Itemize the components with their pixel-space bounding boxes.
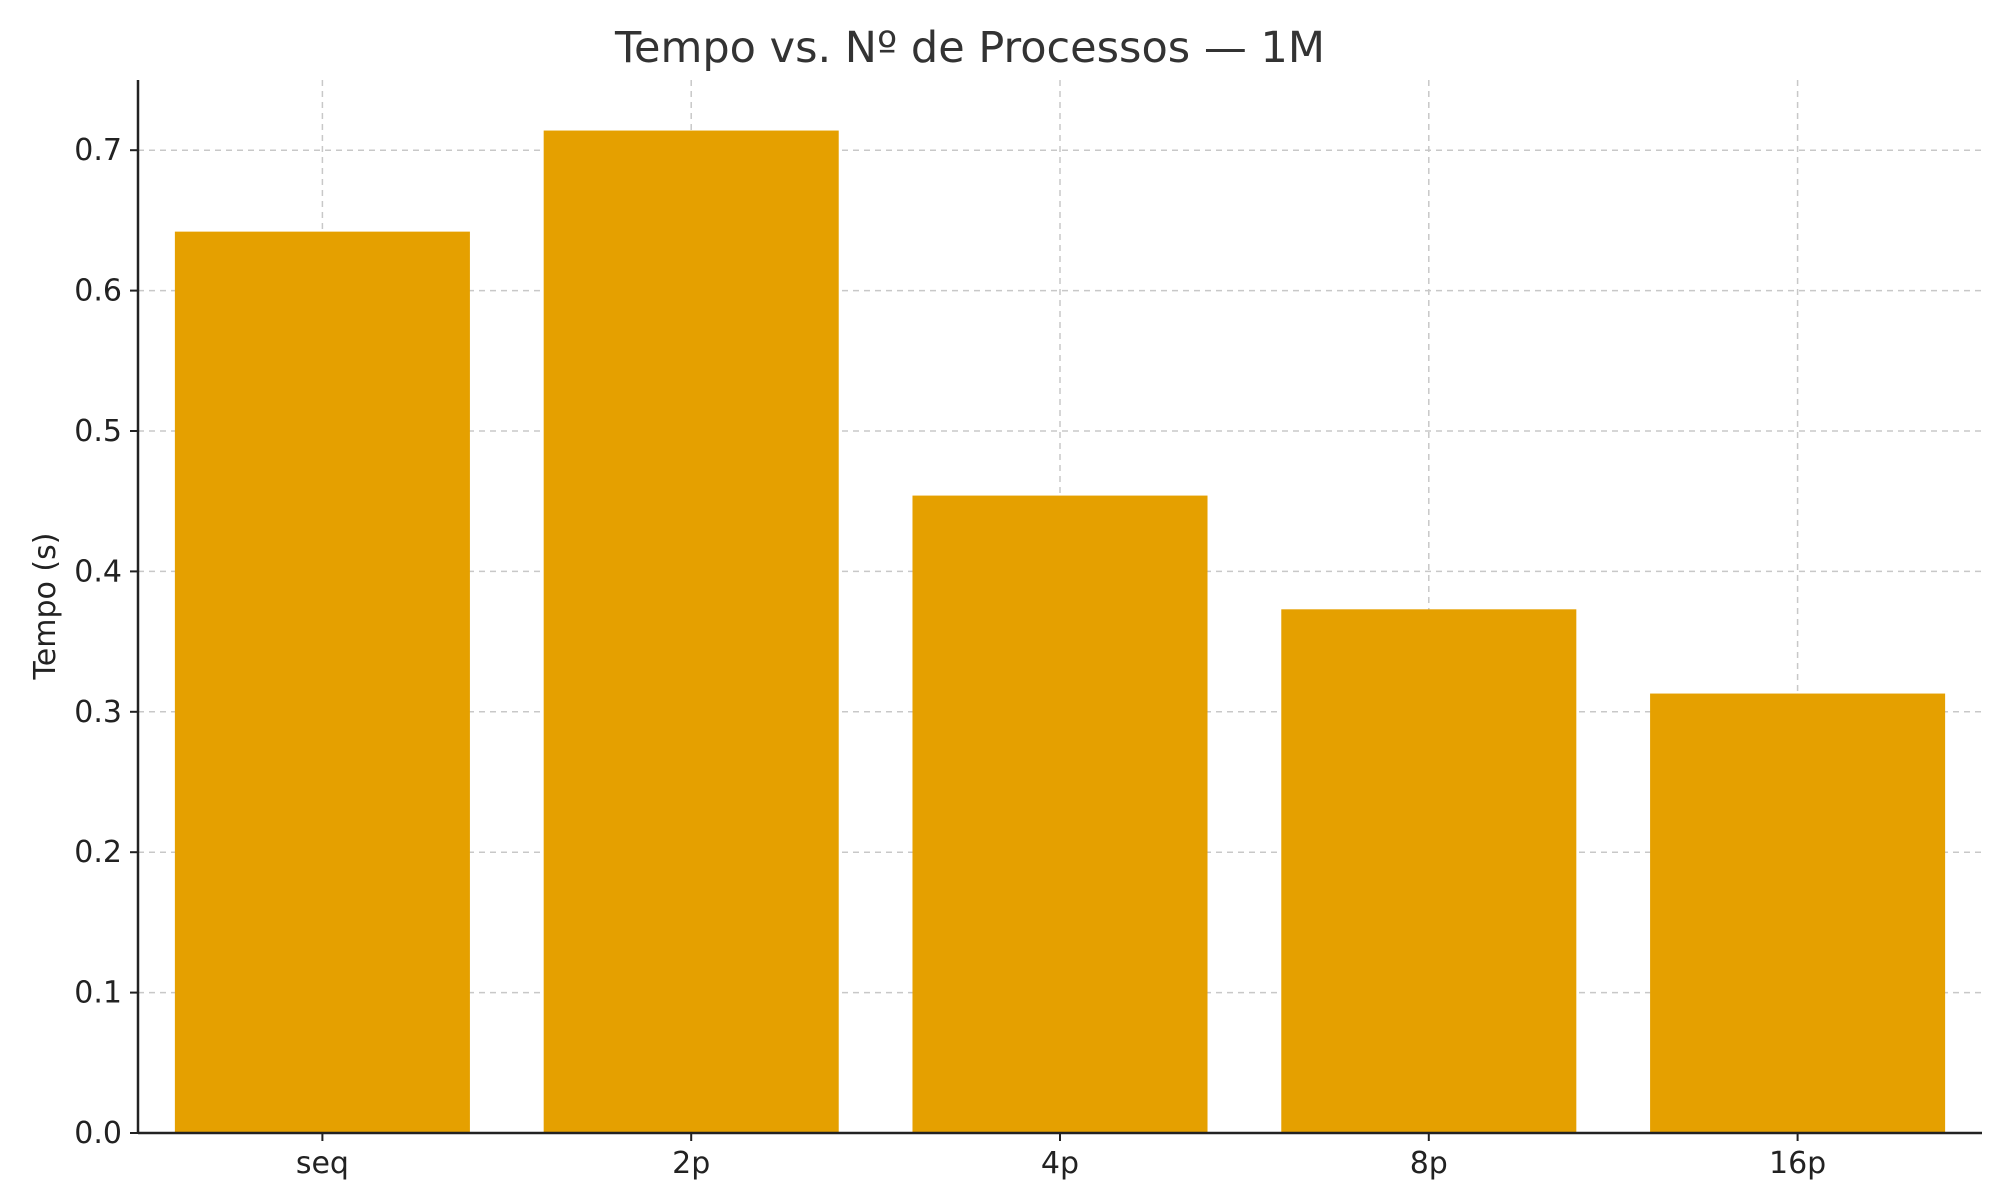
y-tick-label: 0.7 bbox=[74, 133, 122, 168]
y-tick-label: 0.5 bbox=[74, 414, 122, 449]
bar-seq bbox=[174, 231, 470, 1133]
y-tick-label: 0.6 bbox=[74, 274, 122, 309]
x-tick-label: 16p bbox=[1769, 1146, 1826, 1181]
chart-title: Tempo vs. Nº de Processos — 1M bbox=[614, 23, 1325, 73]
y-tick-label: 0.3 bbox=[74, 695, 122, 730]
y-tick-label: 0.4 bbox=[74, 554, 122, 589]
bar-4p bbox=[912, 495, 1208, 1134]
y-tick-label: 0.0 bbox=[74, 1116, 122, 1151]
x-tick-label: 8p bbox=[1410, 1146, 1448, 1181]
ticks: 0.0 0.1 0.2 0.3 0.4 0.5 0.6 0.7 seq 2p 4p 8p 16p bbox=[74, 133, 1826, 1181]
bar-8p bbox=[1281, 609, 1577, 1133]
y-tick-label: 0.1 bbox=[74, 976, 122, 1011]
bars bbox=[174, 130, 1946, 1134]
y-tick-label: 0.2 bbox=[74, 835, 122, 870]
x-tick-label: 4p bbox=[1041, 1146, 1079, 1181]
x-tick-label: 2p bbox=[672, 1146, 710, 1181]
bar-16p bbox=[1650, 693, 1946, 1133]
y-axis-label: Tempo (s) bbox=[28, 533, 63, 681]
x-tick-label: seq bbox=[296, 1146, 349, 1181]
bar-2p bbox=[543, 130, 839, 1133]
